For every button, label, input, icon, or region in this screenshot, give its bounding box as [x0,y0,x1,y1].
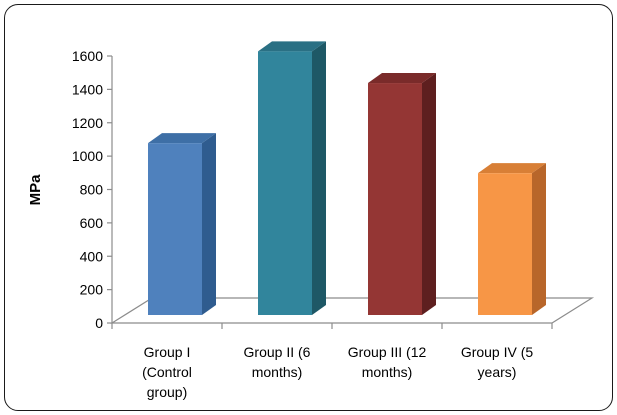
bar-side [312,41,326,316]
chart-floor-plane [109,297,595,324]
category-label: Group III (12 months) [348,344,427,380]
y-axis-label: MPa [27,174,44,206]
bar-top [258,41,326,52]
category-label: Group IV (5 years) [461,344,534,380]
y-tick-label: 600 [80,215,104,231]
bar-front [478,173,532,315]
bar-top [148,133,216,144]
bar-front [148,143,202,315]
y-tick-label: 1600 [72,48,103,64]
bar-top [368,73,436,84]
y-tick-label: 1000 [72,148,103,164]
x-axis-labels: Group I (Control group) Group II (6 months) G… [142,344,533,400]
bar-front [368,83,422,315]
bar-1 [148,133,216,315]
y-tick-label: 400 [80,248,104,264]
category-label: Group I (Control group) [142,344,192,400]
bar-top [478,163,546,174]
bar-front [258,51,312,316]
bar-side [202,133,216,315]
y-tick-label: 200 [80,282,104,298]
bar-side [532,163,546,315]
y-tick-label: 0 [95,315,103,331]
bar-4 [478,163,546,315]
y-tick-label: 1400 [72,81,103,97]
y-tick-label: 1200 [72,115,103,131]
bar-side [422,73,436,315]
y-tick-label: 800 [80,182,104,198]
category-label: Group II (6 months) [244,344,311,380]
y-axis: 0 200 400 600 800 1000 1200 1400 1600 [72,48,553,331]
bar-3 [368,73,436,315]
bars [148,41,546,316]
chart-floor [109,297,595,324]
bar-2 [258,41,326,316]
